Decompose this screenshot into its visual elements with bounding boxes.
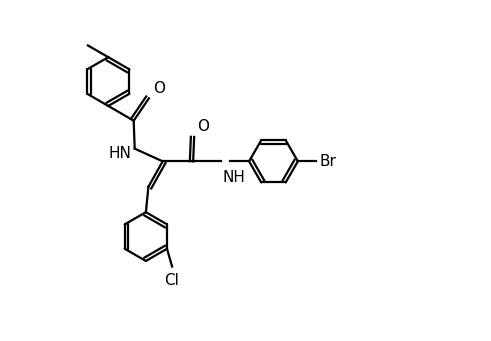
Text: O: O: [197, 119, 209, 134]
Text: NH: NH: [222, 170, 245, 186]
Text: Cl: Cl: [164, 273, 179, 288]
Text: O: O: [153, 81, 165, 96]
Text: HN: HN: [108, 146, 131, 161]
Text: Br: Br: [319, 154, 336, 169]
